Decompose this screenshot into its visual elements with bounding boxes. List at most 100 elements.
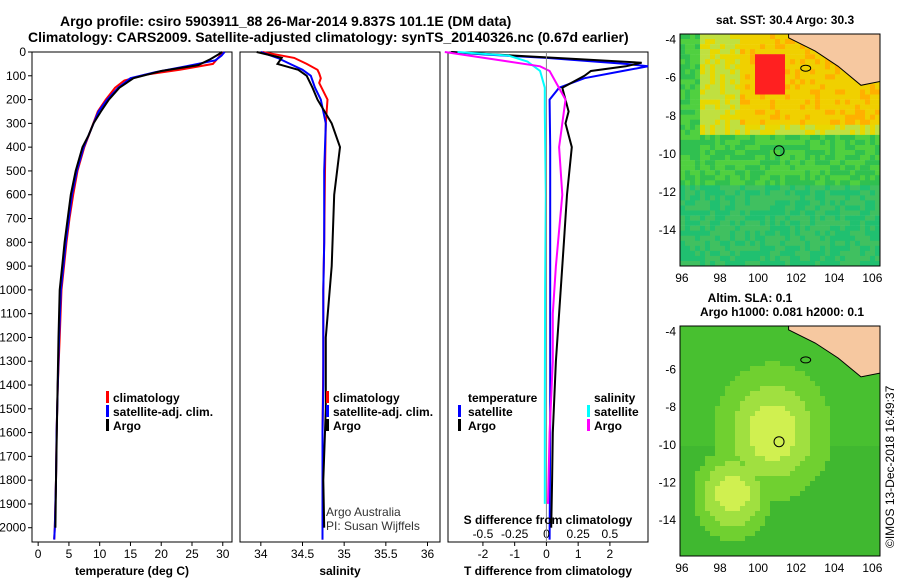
heatmap-cell [830,391,836,397]
heatmap-cell [785,59,791,65]
heatmap-cell [835,391,841,397]
heatmap-cell [795,511,801,517]
heatmap-cell [820,180,826,186]
heatmap-cell [875,526,881,532]
heatmap-cell [720,129,726,136]
heatmap-cell [795,261,801,267]
heatmap-cell [780,521,786,527]
heatmap-cell [810,376,816,382]
heatmap-cell [700,336,706,342]
heatmap-cell [705,79,711,85]
heatmap-cell [745,49,751,55]
heatmap-cell [775,441,781,447]
heatmap-cell [840,506,846,512]
heatmap-cell [725,84,731,90]
heatmap-cell [795,371,801,377]
heatmap-cell [730,165,736,171]
heatmap-cell [770,74,776,80]
heatmap-cell [745,89,751,95]
heatmap-cell [680,235,686,241]
heatmap-cell [850,104,856,110]
heatmap-cell [750,129,756,136]
heatmap-cell [725,165,731,171]
heatmap-cell [720,386,726,392]
heatmap-cell [770,406,776,412]
heatmap-cell [760,376,766,382]
heatmap-cell [750,326,756,332]
heatmap-cell [775,185,781,191]
legend-swatch-argo [326,419,329,431]
heatmap-cell [865,240,871,247]
heatmap-cell [695,250,701,257]
heatmap-cell [795,421,801,427]
heatmap-cell [680,326,686,332]
heatmap-cell [745,180,751,186]
heatmap-cell [750,165,756,171]
heatmap-cell [705,99,711,105]
heatmap-cell [710,225,716,231]
heatmap-cell [835,114,841,120]
heatmap-cell [755,426,761,432]
heatmap-cell [785,109,791,115]
heatmap-cell [695,346,701,352]
heatmap-cell [690,396,696,402]
heatmap-cell [775,456,781,462]
heatmap-cell [720,521,726,527]
heatmap-cell [730,84,736,90]
heatmap-cell [840,371,846,377]
heatmap-cell [685,506,691,512]
heatmap-cell [820,200,826,206]
heatmap-cell [680,250,686,257]
heatmap-cell [805,416,811,422]
heatmap-cell [795,235,801,241]
heatmap-cell [750,84,756,90]
heatmap-cell [825,225,831,231]
heatmap-cell [875,165,881,171]
heatmap-cell [765,331,771,337]
heatmap-cell [775,421,781,427]
heatmap-cell [850,521,856,527]
heatmap-cell [875,195,881,201]
heatmap-cell [835,109,841,115]
heatmap-cell [720,240,726,247]
heatmap-cell [840,416,846,422]
heatmap-cell [820,210,826,216]
legend-label-satellite: satellite-adj. clim. [113,405,213,419]
heatmap-cell [860,230,866,236]
heatmap-cell [780,160,786,166]
heatmap-cell [775,74,781,80]
heatmap-cell [710,145,716,151]
heatmap-cell [740,104,746,110]
heatmap-cell [775,124,781,131]
heatmap-cell [845,160,851,166]
heatmap-cell [845,381,851,387]
heatmap-cell [805,351,811,357]
heatmap-cell [800,486,806,492]
heatmap-cell [835,396,841,402]
heatmap-cell [870,225,876,231]
heatmap-cell [755,39,761,45]
heatmap-cell [840,145,846,151]
heatmap-cell [740,255,746,262]
heatmap-cell [795,516,801,522]
heatmap-cell [785,145,791,151]
heatmap-cell [770,336,776,342]
heatmap-cell [785,476,791,482]
heatmap-cell [705,431,711,437]
heatmap-cell [720,456,726,462]
heatmap-cell [860,139,866,146]
heatmap-cell [685,426,691,432]
heatmap-cell [770,441,776,447]
heatmap-cell [875,225,881,231]
heatmap-cell [755,139,761,146]
heatmap-cell [760,541,766,547]
heatmap-cell [740,476,746,482]
heatmap-cell [715,94,721,100]
heatmap-cell [820,245,826,252]
heatmap-cell [800,235,806,241]
heatmap-cell [700,526,706,532]
heatmap-cell [705,124,711,131]
heatmap-cell [810,481,816,487]
heatmap-cell [790,431,796,437]
heatmap-cell [755,531,761,537]
